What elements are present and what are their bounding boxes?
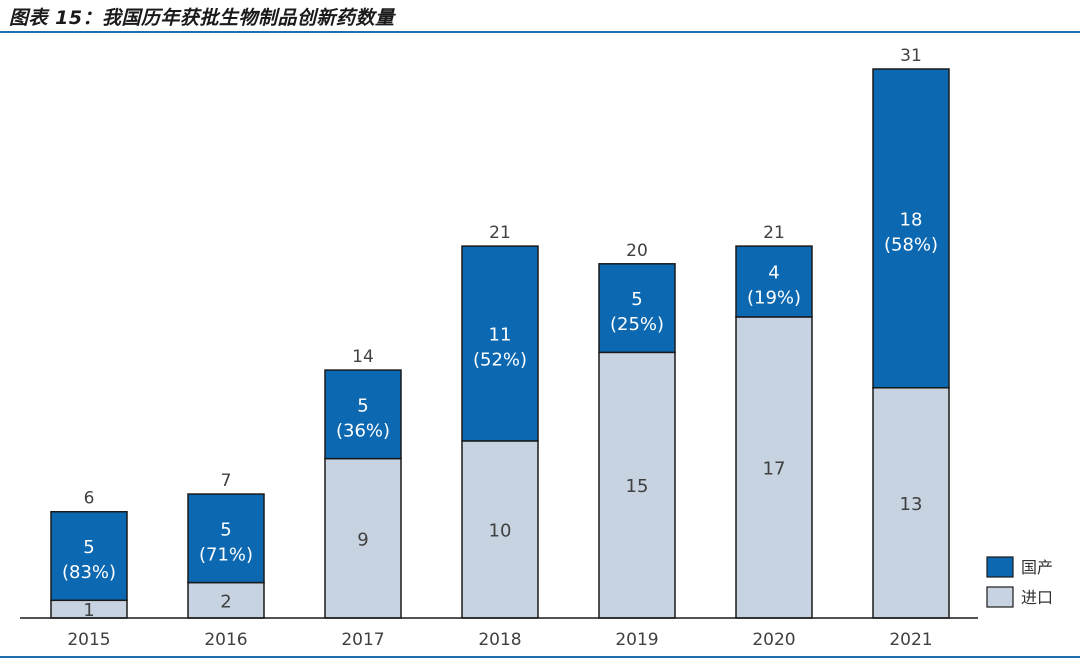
bar-domestic-2021 [872,68,950,389]
bar-imported-2019 [598,351,676,619]
x-tick-2017: 2017 [341,630,384,650]
x-tick-2015: 2015 [67,630,110,650]
bar-domestic-2020 [735,245,813,318]
label-domestic-2016: 5 [220,519,231,540]
legend-swatch-domestic [986,556,1014,578]
label-total-2020: 21 [763,223,785,243]
label-domestic-percent-2019: (25%) [610,314,664,335]
label-domestic-percent-2020: (19%) [747,288,801,309]
label-imported-2016: 2 [220,591,231,612]
bar-imported-2021 [872,387,950,619]
label-total-2019: 20 [626,241,648,261]
label-domestic-2017: 5 [357,395,368,416]
x-tick-2021: 2021 [889,630,932,650]
label-imported-2019: 15 [626,476,649,497]
title-rule [0,31,1080,33]
label-domestic-percent-2021: (58%) [884,234,938,255]
legend-swatch-imported [986,586,1014,608]
chart-title: 图表 15：我国历年获批生物制品创新药数量 [9,7,395,29]
labels-group: 15(83%)625(71%)795(36%)141011(52%)21155(… [62,46,938,621]
label-total-2015: 6 [84,489,95,509]
bars-group [50,68,950,619]
label-domestic-percent-2017: (36%) [336,420,390,441]
title-bar: 图表 15：我国历年获批生物制品创新药数量 [0,0,1080,32]
label-domestic-percent-2015: (83%) [62,562,116,583]
x-tick-2020: 2020 [752,630,795,650]
x-tick-2016: 2016 [204,630,247,650]
label-total-2021: 31 [900,46,922,66]
legend-label-domestic: 国产 [1021,558,1053,577]
bar-domestic-2015 [50,510,128,602]
label-total-2017: 14 [352,347,374,367]
bar-domestic-2017 [324,369,402,460]
legend-label-imported: 进口 [1021,588,1053,607]
label-total-2016: 7 [221,471,232,491]
x-tick-2018: 2018 [478,630,521,650]
bottom-rule [0,656,1080,658]
x-tick-2019: 2019 [615,630,658,650]
label-domestic-2020: 4 [768,263,779,284]
label-total-2018: 21 [489,223,511,243]
label-imported-2020: 17 [763,458,786,479]
bar-imported-2017 [324,457,402,619]
label-domestic-percent-2018: (52%) [473,350,527,371]
bar-domestic-2018 [461,245,539,442]
label-imported-2021: 13 [900,494,923,515]
x-tick-labels: 2015 2016 2017 2018 2019 2020 2021 [67,630,932,650]
label-domestic-2018: 11 [489,325,512,346]
label-imported-2015: 1 [83,600,94,621]
label-imported-2017: 9 [357,529,368,550]
label-domestic-percent-2016: (71%) [199,544,253,565]
label-domestic-2015: 5 [83,537,94,558]
label-domestic-2021: 18 [900,209,923,230]
bar-imported-2020 [735,316,813,619]
label-imported-2018: 10 [489,520,512,541]
bar-domestic-2019 [598,263,676,354]
bar-domestic-2016 [187,493,265,584]
label-domestic-2019: 5 [631,289,642,310]
